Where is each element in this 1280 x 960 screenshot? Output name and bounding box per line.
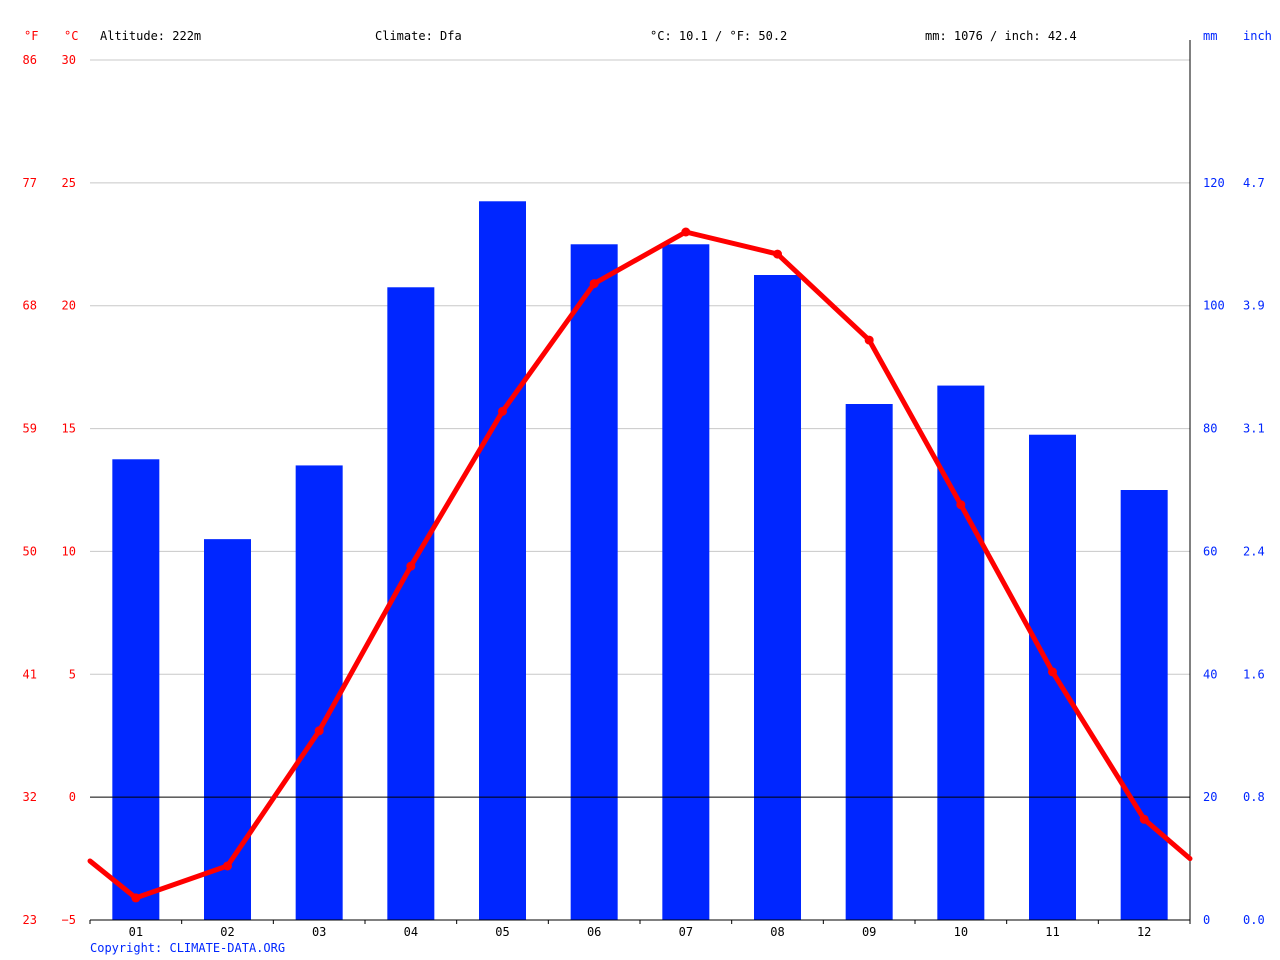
temperature-point xyxy=(1048,667,1057,677)
inch-tick-label: 3.9 xyxy=(1243,299,1265,313)
inch-tick-label: 2.4 xyxy=(1243,544,1265,558)
celsius-unit-label: °C xyxy=(64,29,78,43)
axes xyxy=(89,40,1191,924)
fahrenheit-tick-label: 77 xyxy=(23,176,37,190)
altitude-label: Altitude: 222m xyxy=(100,29,201,43)
celsius-tick-label: 5 xyxy=(69,667,76,681)
month-label: 01 xyxy=(129,925,143,939)
fahrenheit-tick-label: 50 xyxy=(23,544,37,558)
temperature-point xyxy=(956,500,966,510)
month-label: 03 xyxy=(312,925,326,939)
fahrenheit-tick-label: 86 xyxy=(23,53,37,67)
temperature-line xyxy=(87,229,1193,901)
month-label: 06 xyxy=(587,925,601,939)
mm-tick-label: 120 xyxy=(1203,176,1225,190)
grid-lines xyxy=(90,59,1190,675)
fahrenheit-tick-label: 41 xyxy=(23,667,37,681)
copyright-link[interactable]: Copyright: CLIMATE-DATA.ORG xyxy=(90,941,285,955)
precipitation-bar xyxy=(204,539,251,920)
month-label: 08 xyxy=(770,925,784,939)
month-label: 05 xyxy=(495,925,509,939)
temperature-point xyxy=(314,726,324,736)
inch-tick-label: 1.6 xyxy=(1243,667,1265,681)
temperature-point xyxy=(406,561,416,571)
precipitation-bar xyxy=(479,201,526,921)
inch-unit-label: inch xyxy=(1243,29,1272,43)
temperature-line-layer xyxy=(87,227,1193,903)
temperature-point xyxy=(773,249,782,259)
mm-tick-label: 80 xyxy=(1203,422,1217,436)
temperature-point xyxy=(498,406,507,416)
mm-tick-label: 40 xyxy=(1203,667,1217,681)
fahrenheit-unit-label: °F xyxy=(24,29,38,43)
inch-tick-label: 4.7 xyxy=(1243,176,1265,190)
precipitation-total-label: mm: 1076 / inch: 42.4 xyxy=(925,29,1077,43)
month-label: 02 xyxy=(220,925,234,939)
celsius-tick-label: 25 xyxy=(62,176,76,190)
month-label: 11 xyxy=(1045,925,1059,939)
temperature-point xyxy=(1139,814,1149,824)
temperature-point xyxy=(681,227,691,237)
precipitation-bar xyxy=(112,459,160,920)
celsius-tick-label: 20 xyxy=(62,299,76,313)
celsius-tick-label: −5 xyxy=(62,913,76,927)
precipitation-bars xyxy=(112,201,1168,921)
mm-tick-label: 0 xyxy=(1203,913,1210,927)
inch-tick-label: 0.8 xyxy=(1243,790,1265,804)
precipitation-bar xyxy=(1120,490,1168,920)
temperature-point xyxy=(589,279,599,289)
inch-tick-label: 3.1 xyxy=(1243,422,1265,436)
precipitation-bar xyxy=(1029,434,1076,920)
temperature-point xyxy=(864,335,874,345)
precipitation-bar xyxy=(937,385,985,921)
celsius-tick-label: 15 xyxy=(62,422,76,436)
fahrenheit-tick-label: 68 xyxy=(23,299,37,313)
mm-tick-label: 20 xyxy=(1203,790,1217,804)
temperature-point xyxy=(223,861,232,871)
fahrenheit-tick-label: 23 xyxy=(23,913,37,927)
fahrenheit-tick-label: 32 xyxy=(23,790,37,804)
precipitation-bar xyxy=(295,465,343,920)
month-label: 09 xyxy=(862,925,876,939)
climate-label: Climate: Dfa xyxy=(375,29,462,43)
precipitation-bar xyxy=(570,244,618,921)
month-label: 12 xyxy=(1137,925,1151,939)
month-label: 10 xyxy=(954,925,968,939)
celsius-tick-label: 30 xyxy=(62,53,76,67)
mm-tick-label: 100 xyxy=(1203,299,1225,313)
celsius-tick-label: 0 xyxy=(69,790,76,804)
tick-labels: 23 −5 32 0 41 5 50 10 59 15 68 20 77 25 86 30 0 0.0 20 0.8 4… xyxy=(23,53,1265,939)
precipitation-bar xyxy=(845,404,893,920)
precipitation-bar xyxy=(387,287,435,920)
fahrenheit-tick-label: 59 xyxy=(23,422,37,436)
month-label: 04 xyxy=(404,925,418,939)
celsius-tick-label: 10 xyxy=(62,544,76,558)
precipitation-bar xyxy=(754,275,801,920)
mm-tick-label: 60 xyxy=(1203,544,1217,558)
inch-tick-label: 0.0 xyxy=(1243,913,1265,927)
month-label: 07 xyxy=(679,925,693,939)
temperature-point xyxy=(131,893,141,903)
mean-temperature-label: °C: 10.1 / °F: 50.2 xyxy=(650,29,787,43)
precipitation-bar xyxy=(662,244,710,921)
mm-unit-label: mm xyxy=(1203,29,1217,43)
